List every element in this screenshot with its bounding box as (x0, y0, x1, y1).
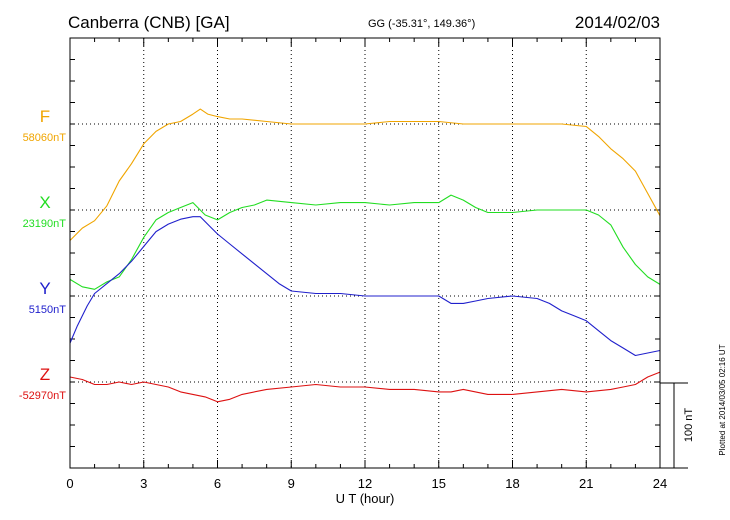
date-label: 2014/02/03 (575, 13, 660, 32)
x-tick-label-21: 21 (579, 476, 593, 491)
series-baseline-x: 23190nT (23, 218, 67, 230)
series-name-f: F (40, 107, 50, 126)
series-line-y (69, 216, 661, 357)
series-line-z (69, 371, 661, 403)
x-tick-label-9: 9 (288, 476, 295, 491)
series-baseline-z: -52970nT (19, 390, 66, 402)
x-tick-label-18: 18 (505, 476, 519, 491)
series-labels: F 58060nT X 23190nT Y 5150nT Z -52970nT (19, 107, 66, 402)
x-tick-label-6: 6 (214, 476, 221, 491)
series-lines (69, 108, 661, 403)
series-line-f (69, 108, 661, 241)
plot-frame (69, 37, 661, 469)
series-baseline-f: 58060nT (23, 132, 67, 144)
x-tick-label-24: 24 (653, 476, 667, 491)
x-tick-label-12: 12 (358, 476, 372, 491)
x-tick-label-3: 3 (140, 476, 147, 491)
series-name-x: X (39, 193, 50, 212)
plotted-timestamp: Plotted at 2014/03/05 02:16 UT (718, 344, 727, 455)
x-axis: 0 3 6 9 12 15 18 21 24 (66, 476, 667, 491)
x-tick-label-0: 0 (66, 476, 73, 491)
x-tick-label-15: 15 (432, 476, 446, 491)
coordinates-label: GG (-35.31°, 149.36°) (368, 18, 475, 30)
series-line-x (69, 194, 661, 290)
x-axis-label: U T (hour) (336, 491, 395, 506)
station-title: Canberra (CNB) [GA] (68, 13, 230, 32)
grid (69, 37, 661, 469)
scale-bar-label: 100 nT (683, 408, 695, 443)
scale-bar: 100 nT (660, 382, 695, 469)
series-name-y: Y (39, 279, 50, 298)
series-baseline-y: 5150nT (29, 304, 67, 316)
series-name-z: Z (40, 365, 50, 384)
